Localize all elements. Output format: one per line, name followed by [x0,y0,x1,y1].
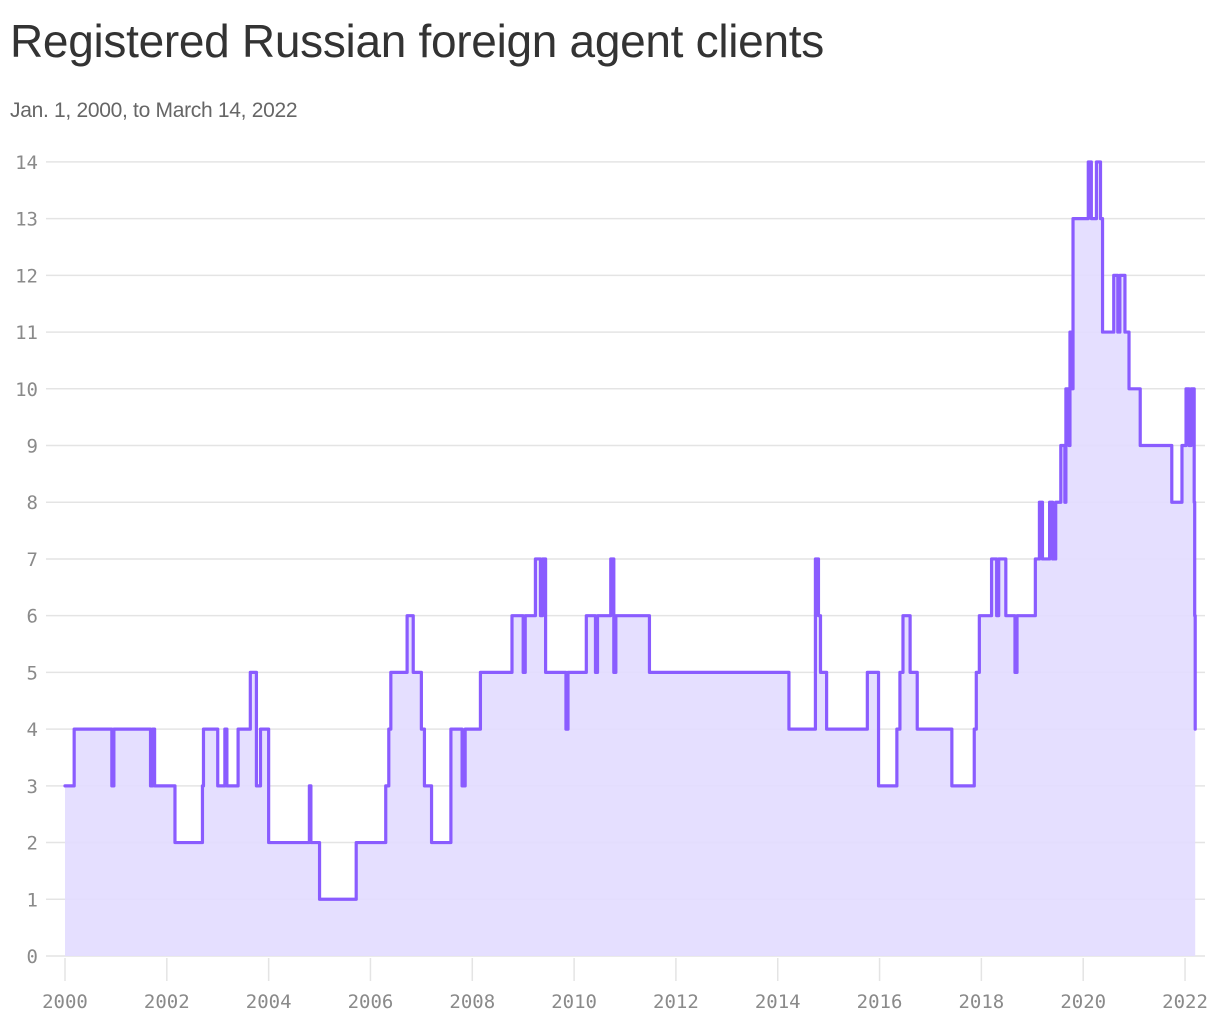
x-tick-label: 2002 [144,991,190,1013]
x-tick-label: 2006 [348,991,394,1013]
y-tick-label: 6 [27,606,38,628]
x-tick-label: 2000 [42,991,88,1013]
x-tick-label: 2016 [857,991,903,1013]
x-tick-label: 2020 [1060,991,1106,1013]
y-tick-label: 2 [27,833,38,855]
x-axis-labels: 2000 2002 2004 2006 2008 2010 2012 2014 2016 2018… [42,991,1208,1013]
y-tick-label: 8 [27,492,38,514]
series-line [63,160,1197,901]
y-tick-label: 11 [15,322,38,344]
area-fill [65,161,1196,957]
y-tick-label: 14 [15,152,38,174]
y-tick-label: 0 [27,946,38,968]
chart-title: Registered Russian foreign agent clients [10,15,824,67]
y-tick-label: 4 [27,719,38,741]
x-tick-label: 2022 [1162,991,1208,1013]
y-tick-label: 5 [27,662,38,684]
y-tick-label: 7 [27,549,38,571]
y-tick-label: 3 [27,776,38,798]
y-tick-label: 9 [27,436,38,458]
y-tick-label: 10 [15,379,38,401]
x-tick-label: 2012 [653,991,699,1013]
y-tick-label: 13 [15,209,38,231]
chart-subtitle: Jan. 1, 2000, to March 14, 2022 [10,99,298,122]
x-tick-label: 2008 [449,991,495,1013]
y-tick-label: 1 [27,889,38,911]
y-tick-label: 12 [15,265,38,287]
x-ticks [64,958,1186,981]
x-tick-label: 2010 [551,991,597,1013]
x-tick-label: 2014 [755,991,801,1013]
x-tick-label: 2004 [246,991,292,1013]
x-tick-label: 2018 [958,991,1004,1013]
